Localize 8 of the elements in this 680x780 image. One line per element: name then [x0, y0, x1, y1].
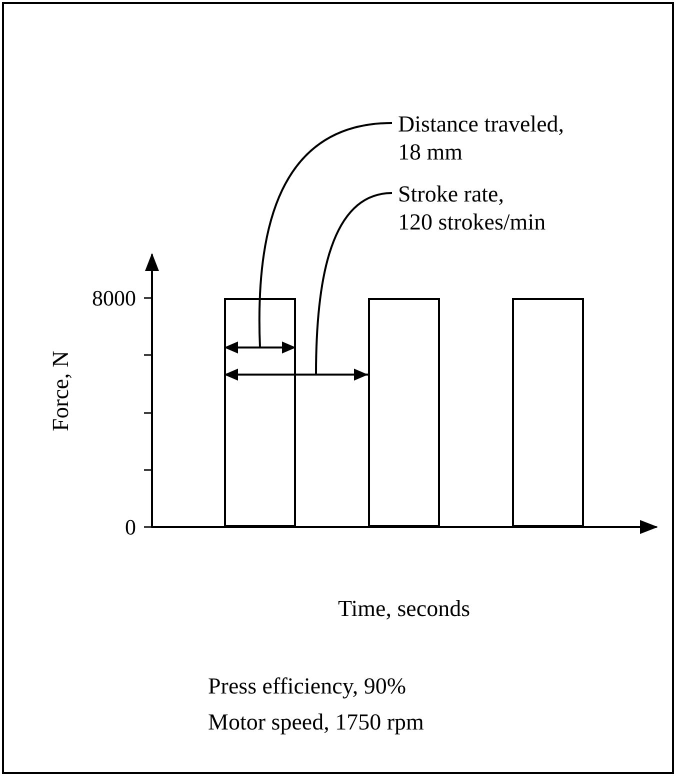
text: Stroke rate, 120 strokes/min	[398, 182, 546, 234]
text: Distance traveled, 18 mm	[398, 112, 564, 164]
text: Motor speed, 1750 rpm	[208, 710, 424, 734]
text: Press efficiency, 90%	[208, 674, 406, 698]
y-tick-label: 8000	[92, 285, 136, 310]
y-tick-label: 0	[125, 514, 136, 540]
x-axis-title: Time, seconds	[338, 596, 470, 621]
y-axis-title: Force, N	[48, 350, 73, 432]
